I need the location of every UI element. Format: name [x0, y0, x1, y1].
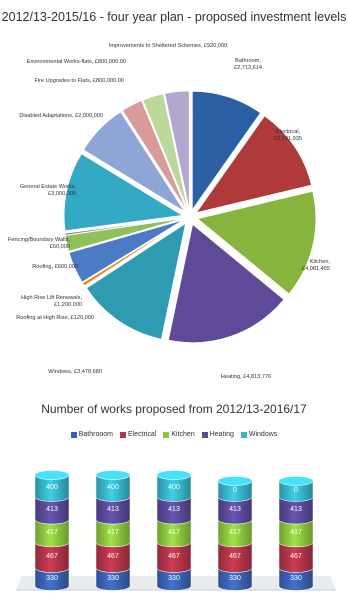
bar-value-label: 417: [168, 529, 180, 536]
pie-slice-label: Bathroom, £2,713,614: [234, 58, 262, 71]
pie-slice-label: Fencing/Boundary Walls, £60,000: [8, 237, 70, 250]
legend-item: Windows: [240, 431, 278, 438]
pie-slice-label: Roofing at High Rise, £120,000: [16, 315, 94, 321]
bar-value-label: 417: [229, 529, 241, 536]
legend-label: Bathrooom: [78, 431, 113, 438]
legend-item: Kitchen: [163, 431, 195, 438]
pie-slice-label: Windows, £3,478,680: [48, 369, 102, 375]
pie-slice: [86, 222, 186, 340]
bar-value-label: 330: [46, 575, 58, 582]
pie-slice: [195, 115, 312, 213]
bar-value-label: 400: [46, 484, 58, 491]
bar-value-label: 413: [107, 506, 119, 513]
bar-value-label: 413: [168, 506, 180, 513]
pie-slice: [63, 153, 184, 231]
bar-chart-legend: Bathrooom Electrical Kitchen Heating Windows: [0, 431, 348, 438]
bar-top-cap: [156, 470, 192, 480]
pie-slice-label: Fire Upgrades to Flats, £800,000.00: [34, 78, 124, 84]
pie-slice: [142, 93, 188, 210]
legend-label: Electrical: [127, 431, 157, 438]
legend-item: Heating: [201, 431, 234, 438]
bar-value-label: 467: [107, 553, 119, 560]
bar-value-label: 417: [46, 529, 58, 536]
bar-value-label: 467: [46, 553, 58, 560]
legend-label: Heating: [209, 431, 234, 438]
bar-value-label: 330: [229, 575, 241, 582]
pie-slice-label: Kitchen, £4,081,455: [302, 259, 330, 272]
pie-slice: [65, 218, 183, 252]
bar-value-label: 330: [107, 575, 119, 582]
bar-top-cap: [95, 470, 131, 480]
bar-top-cap: [34, 470, 70, 480]
bar-value-label: 413: [229, 506, 241, 513]
bar-value-label: 417: [107, 529, 119, 536]
pie-slice-label: Improvements to Sheltered Schemes, £920,…: [109, 43, 227, 49]
legend-item: Electrical: [119, 431, 157, 438]
bar-value-label: 467: [229, 553, 241, 560]
bar-value-label: 413: [46, 506, 58, 513]
bar-value-label: 400: [168, 484, 180, 491]
bar-value-label: 417: [290, 529, 302, 536]
pie-slice: [64, 217, 183, 236]
bar-value-label: 330: [290, 575, 302, 582]
legend-swatch: [240, 431, 247, 438]
pie-slice: [192, 91, 261, 211]
pie-slice-label: Environmental Works-flats, £800,000.00: [27, 59, 126, 65]
legend-swatch: [70, 431, 77, 438]
bar-value-label: 0: [294, 487, 298, 494]
pie-slice: [168, 223, 285, 343]
legend-swatch: [201, 431, 208, 438]
pie-slice-label: Roofing, £600,000: [32, 264, 78, 270]
bar-chart-title: Number of works proposed from 2012/13-20…: [41, 402, 307, 416]
pie-slice: [197, 190, 317, 295]
bar-value-label: 330: [168, 575, 180, 582]
bar-value-label: 0: [233, 487, 237, 494]
bar-value-label: 467: [290, 553, 302, 560]
pie-slice-label: Disabled Adaptations, £2,000,000: [19, 113, 103, 119]
bar-top-cap: [217, 476, 253, 486]
pie-slice: [164, 90, 190, 210]
pie-slice-label: General Estate Works, £3,000,000: [20, 184, 77, 197]
bar-value-label: 413: [290, 506, 302, 513]
pie-chart-title: 2012/13-2015/16 - four year plan - propo…: [1, 10, 347, 24]
bar-value-label: 400: [107, 484, 119, 491]
pie-chart: Bathroom, £2,713,614 Electrical, £3,191,935…: [8, 43, 330, 380]
pie-slice: [68, 219, 183, 283]
pie-slice: [122, 100, 187, 211]
pie-slice-label: High Rise Lift Renewals, £1,200,000: [21, 295, 82, 308]
bar-value-label: 467: [168, 553, 180, 560]
bar-top-cap: [278, 476, 314, 486]
legend-item: Bathrooom: [70, 431, 113, 438]
pie-slice-label: Electrical, £3,191,935: [274, 129, 302, 142]
legend-swatch: [119, 431, 126, 438]
pie-slice: [82, 221, 184, 287]
legend-label: Kitchen: [171, 431, 195, 438]
legend-label: Windows: [248, 431, 278, 438]
pie-slice-label: Heating, £4,813,776: [221, 374, 271, 380]
legend-swatch: [163, 431, 170, 438]
pie-slice: [83, 111, 185, 212]
bar-chart: 330 467 417 413 400 330 467 417 413 400 330 467 417 4…: [16, 470, 336, 591]
